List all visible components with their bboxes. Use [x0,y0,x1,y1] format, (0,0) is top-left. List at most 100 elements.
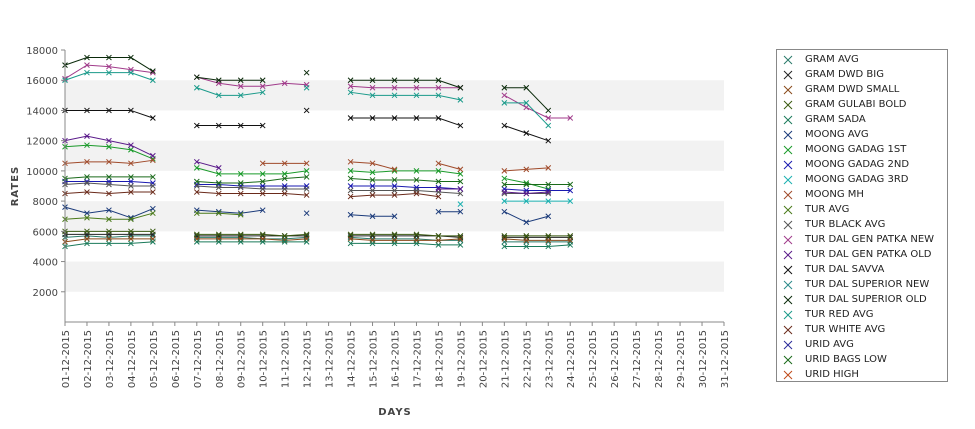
x-tick-label: 07-12-2015 [193,330,204,388]
data-point [193,84,200,91]
data-point [347,168,354,174]
data-point [215,92,222,99]
series-line [504,244,571,247]
data-point [281,233,288,239]
data-point [150,69,156,76]
data-point [501,208,508,215]
series-line [64,72,154,81]
data-point [128,183,134,189]
data-point [84,189,90,195]
data-point [128,189,134,195]
data-point [303,84,310,91]
data-point [303,231,310,238]
series-line [504,177,549,190]
data-point [457,233,464,239]
data-point [391,84,398,91]
data-point [215,231,222,238]
data-point [347,193,354,200]
data-point [106,228,112,235]
data-point [106,69,112,76]
legend-marker-icon [781,54,795,66]
series-line [196,87,263,96]
data-point [391,166,398,173]
legend-label: GRAM GULABI BOLD [805,99,907,110]
data-point [523,130,530,136]
data-point [106,207,112,214]
data-point [347,236,354,242]
legend-label: URID AVG [805,339,854,350]
data-point [84,69,90,76]
legend-marker-icon [781,219,795,231]
data-point [523,190,530,197]
legend-item: GRAM SADA [781,112,943,127]
data-point [413,168,420,174]
legend-item: TUR AVG [781,202,943,217]
data-point [303,107,310,114]
x-tick-label: 30-12-2015 [698,330,709,388]
data-point [106,158,112,165]
x-tick-label: 23-12-2015 [544,330,555,388]
data-point [106,54,112,61]
series-line [350,117,461,127]
data-point [413,231,420,238]
data-point [150,68,156,75]
legend-item: TUR DAL GEN PATKA NEW [781,232,943,247]
x-tick-label: 17-12-2015 [412,330,423,388]
data-point [523,84,530,91]
x-tick-label: 15-12-2015 [369,330,380,388]
series-moong-mh [62,157,552,174]
data-point [150,205,156,212]
data-point [303,210,310,217]
data-point [435,242,442,248]
legend-item: TUR DAL SUPERIOR OLD [781,292,943,307]
data-point [369,187,376,194]
data-point [457,166,464,173]
legend-marker-icon [781,264,795,276]
legend-marker-icon [781,249,795,261]
legend-label: MOONG GADAG 1ST [805,144,907,155]
data-point [150,210,156,217]
data-point [150,115,156,121]
data-point [237,171,244,177]
data-point [501,243,508,250]
series-tur-dal-savva [62,107,552,144]
axes: 2000 4000 6000 8000 10000 12000 14000 16000 1800… [26,46,731,388]
data-point [413,240,420,247]
data-point [435,160,442,167]
data-point [150,189,156,195]
data-point [259,231,266,238]
data-point [193,239,200,245]
data-point [347,77,354,84]
data-point [106,143,112,150]
x-tick-label: 20-12-2015 [478,330,489,388]
legend-marker-icon [781,279,795,291]
data-point [347,175,354,182]
legend-label: MOONG AVG [805,129,869,140]
legend-label: TUR DAL GEN PATKA NEW [805,234,935,245]
y-tick-label: 4000 [33,258,58,269]
data-point [150,183,156,189]
data-point [347,89,354,96]
data-point [435,92,442,99]
data-point [215,165,222,171]
legend-marker-icon [781,144,795,156]
x-tick-label: 08-12-2015 [215,330,226,388]
data-point [457,186,464,192]
data-point [281,160,288,167]
series-line [350,91,461,101]
data-point [501,189,508,195]
data-point [435,233,442,239]
series-line [350,170,461,175]
data-point [501,175,508,182]
data-point [567,181,574,188]
data-point [106,240,112,247]
y-tick-label: 18000 [26,46,58,57]
series-line [196,209,263,214]
data-point [369,183,376,189]
data-point [501,84,508,91]
data-point [545,198,552,204]
data-point [281,171,288,177]
series-line [196,236,307,240]
data-point [523,104,530,111]
data-point [501,122,508,129]
